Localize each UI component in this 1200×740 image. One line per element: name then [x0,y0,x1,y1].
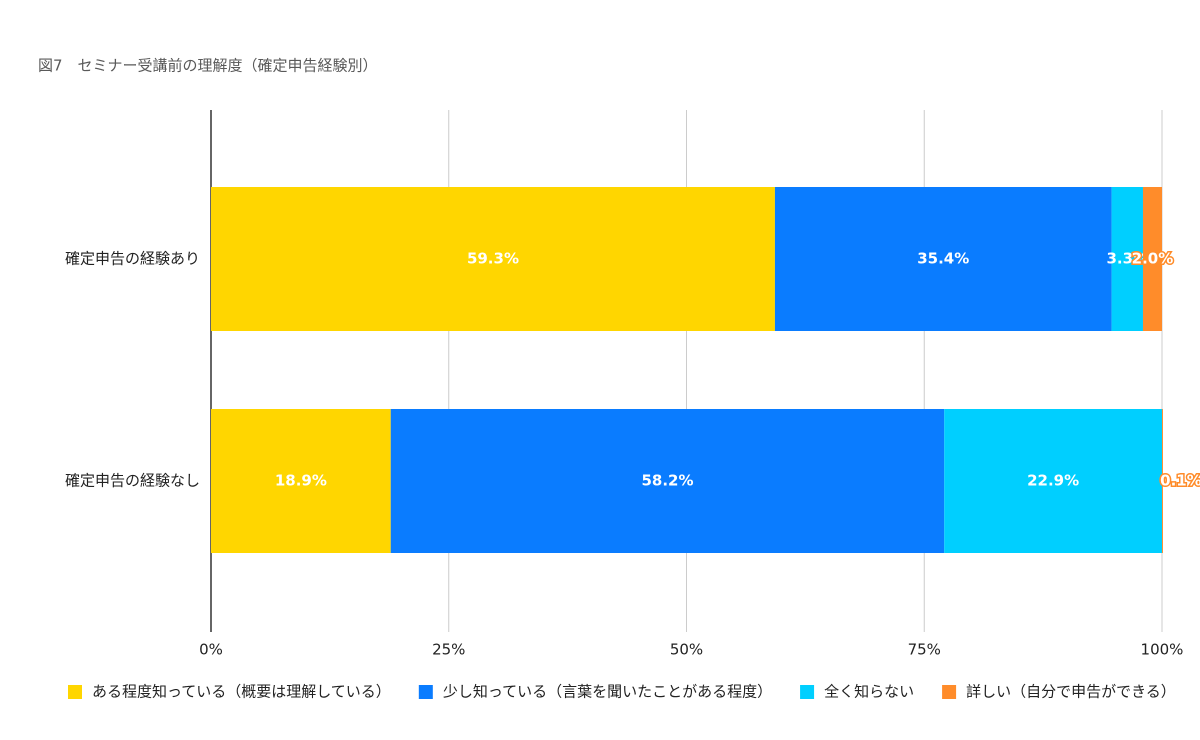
bar-segment [1111,187,1143,331]
bar-segment [211,187,775,331]
legend-label: 全く知らない [824,683,914,701]
bar-segment [944,409,1162,553]
bar-segment [1142,187,1162,331]
data-label: 0.1% [1160,472,1200,490]
data-label: 3.3% [1106,250,1148,268]
bar-segment [211,409,391,553]
bar-segment [1162,409,1163,553]
bar-segment [774,187,1112,331]
legend-label: 少し知っている（言葉を聞いたことがある程度） [443,683,772,701]
legend-swatch [800,685,815,699]
chart-title: 図7 セミナー受講前の理解度（確定申告経験別） [38,57,378,75]
y-tick-label: 確定申告の経験あり [65,250,200,268]
data-label: 2.0% [1132,250,1174,268]
data-label: 35.4% [917,250,969,268]
legend-swatch [68,685,82,699]
data-label: 58.2% [641,472,693,490]
data-label: 18.9% [275,472,327,490]
data-label: 22.9% [1027,472,1079,490]
x-tick-label: 0% [199,641,223,659]
bar-segment [390,409,945,553]
x-tick-label: 75% [908,641,941,659]
x-tick-label: 25% [432,641,465,659]
legend-swatch [942,685,957,699]
x-tick-label: 50% [670,641,703,659]
x-tick-label: 100% [1141,641,1184,659]
legend-label: ある程度知っている（概要は理解している） [92,683,391,701]
legend-swatch [418,685,433,699]
data-label: 59.3% [467,250,519,268]
legend-label: 詳しい（自分で申告ができる） [966,683,1176,701]
y-tick-label: 確定申告の経験なし [65,472,200,490]
